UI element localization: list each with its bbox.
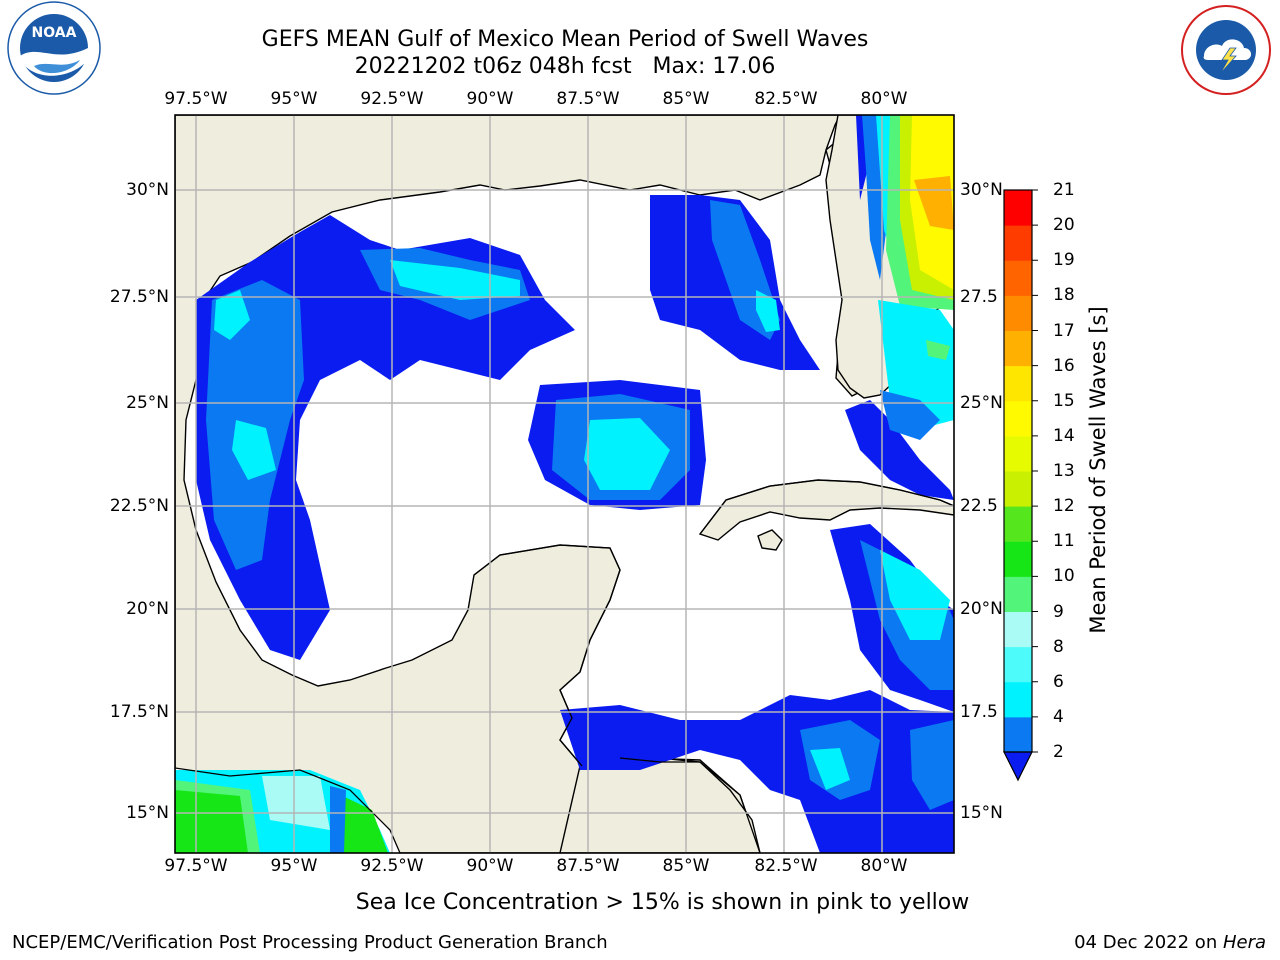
lon-tick-bottom: 85°W (662, 856, 710, 876)
colorbar-segment (1004, 435, 1032, 472)
lat-tick-left: 22.5°N (109, 496, 169, 516)
colorbar-segment (1004, 716, 1032, 753)
lat-tick-right: 22.5 (960, 496, 998, 516)
colorbar (1003, 189, 1038, 782)
colorbar-segment (1004, 260, 1032, 296)
nws-logo (1181, 5, 1271, 95)
colorbar-tick-label: 10 (1053, 566, 1075, 587)
colorbar-tick-label: 13 (1053, 461, 1075, 481)
footer-machine: Hera (1222, 932, 1266, 953)
colorbar-extend-arrow (1003, 751, 1033, 782)
lat-tick-right: 30°N (960, 180, 1003, 200)
coastline (175, 479, 954, 853)
map-plot-area (175, 115, 954, 853)
lon-tick-bottom: 97.5°W (164, 856, 228, 876)
colorbar-tick-label: 17 (1053, 320, 1075, 341)
ice-note: Sea Ice Concentration > 15% is shown in … (355, 890, 970, 915)
colorbar-segment (1004, 295, 1032, 331)
lon-tick-top: 85°W (662, 89, 710, 109)
lon-tick-top: 80°W (860, 89, 908, 109)
colorbar-tick-label: 19 (1053, 250, 1075, 271)
colorbar-segment (1004, 365, 1032, 402)
colorbar-tick-label: 11 (1053, 531, 1075, 552)
lon-tick-bottom: 80°W (860, 856, 908, 876)
colorbar-label-text: Mean Period of Swell Waves [s] (1086, 306, 1110, 634)
lat-tick-right: 15°N (960, 803, 1003, 823)
colorbar-tick-label: 4 (1053, 706, 1064, 727)
colorbar-tick-label: 16 (1053, 355, 1075, 376)
lon-tick-top: 87.5°W (556, 89, 620, 109)
colorbar-tick-label: 20 (1053, 215, 1075, 236)
colorbar-segment (1004, 190, 1032, 226)
colorbar-segment (1004, 541, 1032, 577)
lat-tick-right: 25°N (960, 393, 1003, 413)
lat-tick-right: 20°N (960, 599, 1003, 619)
colorbar-segment (1004, 225, 1032, 261)
colorbar-tick-label: 9 (1053, 601, 1064, 622)
lat-tick-left: 27.5°N (109, 287, 169, 307)
lat-tick-left: 20°N (126, 599, 169, 619)
colorbar-segment (1004, 506, 1032, 542)
colorbar-tick-label: 8 (1053, 636, 1064, 657)
map-frame (174, 114, 955, 854)
colorbar-tick-label: 21 (1053, 180, 1075, 200)
colorbar-segment (1004, 646, 1032, 683)
lon-tick-top: 82.5°W (754, 89, 818, 109)
footer-date-text: 04 Dec 2022 on (1074, 932, 1223, 953)
lon-tick-bottom: 87.5°W (556, 856, 620, 876)
title-line-2: 20221202 t06z 048h fcst Max: 17.06 (354, 54, 776, 79)
footer-date: 04 Dec 2022 on Hera (1074, 932, 1266, 953)
lat-tick-right: 17.5 (960, 702, 998, 722)
swell-field (175, 115, 954, 853)
colorbar-tick-label: 6 (1053, 671, 1064, 692)
lon-tick-bottom: 95°W (270, 856, 318, 876)
lat-tick-left: 25°N (126, 393, 169, 413)
lat-tick-left: 30°N (126, 180, 169, 200)
noaa-logo: NOAA (7, 1, 101, 95)
colorbar-segment (1004, 400, 1032, 437)
colorbar-tick-label: 15 (1053, 390, 1075, 411)
lat-tick-left: 15°N (126, 803, 169, 823)
colorbar-tick-label: 2 (1053, 742, 1064, 762)
graticule (175, 115, 954, 853)
lat-tick-left: 17.5°N (109, 702, 169, 722)
colorbar-segment (1004, 611, 1032, 648)
svg-text:NOAA: NOAA (32, 25, 77, 41)
lon-tick-bottom: 82.5°W (754, 856, 818, 876)
lon-tick-top: 92.5°W (360, 89, 424, 109)
title-line-1: GEFS MEAN Gulf of Mexico Mean Period of … (261, 27, 869, 52)
colorbar-tick-label: 18 (1053, 285, 1075, 306)
colorbar-segment (1004, 681, 1032, 718)
lon-tick-top: 97.5°W (164, 89, 228, 109)
chart-title: GEFS MEAN Gulf of Mexico Mean Period of … (175, 26, 955, 80)
footer-branch: NCEP/EMC/Verification Post Processing Pr… (12, 932, 608, 953)
colorbar-segment (1004, 471, 1032, 507)
colorbar-tick-label: 12 (1053, 496, 1075, 517)
lon-tick-top: 90°W (466, 89, 514, 109)
colorbar-tick-label: 14 (1053, 425, 1075, 446)
colorbar-segment (1004, 330, 1032, 367)
colorbar-segment (1004, 576, 1032, 612)
lon-tick-top: 95°W (270, 89, 318, 109)
lon-tick-bottom: 92.5°W (360, 856, 424, 876)
lon-tick-bottom: 90°W (466, 856, 514, 876)
lat-tick-right: 27.5 (960, 287, 998, 307)
